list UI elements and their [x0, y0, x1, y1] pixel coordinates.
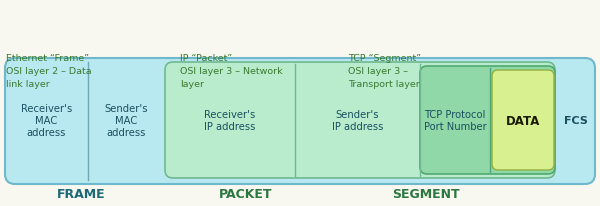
Text: FRAME: FRAME — [56, 187, 106, 200]
Text: Sender's
MAC
address: Sender's MAC address — [105, 104, 148, 138]
Text: DATA: DATA — [506, 115, 540, 128]
Text: Sender's
IP address: Sender's IP address — [332, 110, 383, 132]
Text: Ethernet “Frame”
OSI layer 2 – Data
link layer: Ethernet “Frame” OSI layer 2 – Data link… — [6, 54, 92, 89]
Text: Receiver's
MAC
address: Receiver's MAC address — [21, 104, 72, 138]
FancyBboxPatch shape — [420, 66, 555, 174]
Text: IP “Packet”
OSI layer 3 – Network
layer: IP “Packet” OSI layer 3 – Network layer — [180, 54, 283, 89]
Text: SEGMENT: SEGMENT — [392, 187, 460, 200]
Text: PACKET: PACKET — [219, 187, 273, 200]
Text: TCP Protocol
Port Number: TCP Protocol Port Number — [424, 110, 487, 132]
Text: Receiver's
IP address: Receiver's IP address — [205, 110, 256, 132]
Text: FCS: FCS — [563, 116, 587, 126]
Text: TCP “Segment”
OSI layer 3 –
Transport layer: TCP “Segment” OSI layer 3 – Transport la… — [348, 54, 421, 89]
FancyBboxPatch shape — [5, 58, 595, 184]
FancyBboxPatch shape — [492, 70, 554, 170]
FancyBboxPatch shape — [165, 62, 555, 178]
